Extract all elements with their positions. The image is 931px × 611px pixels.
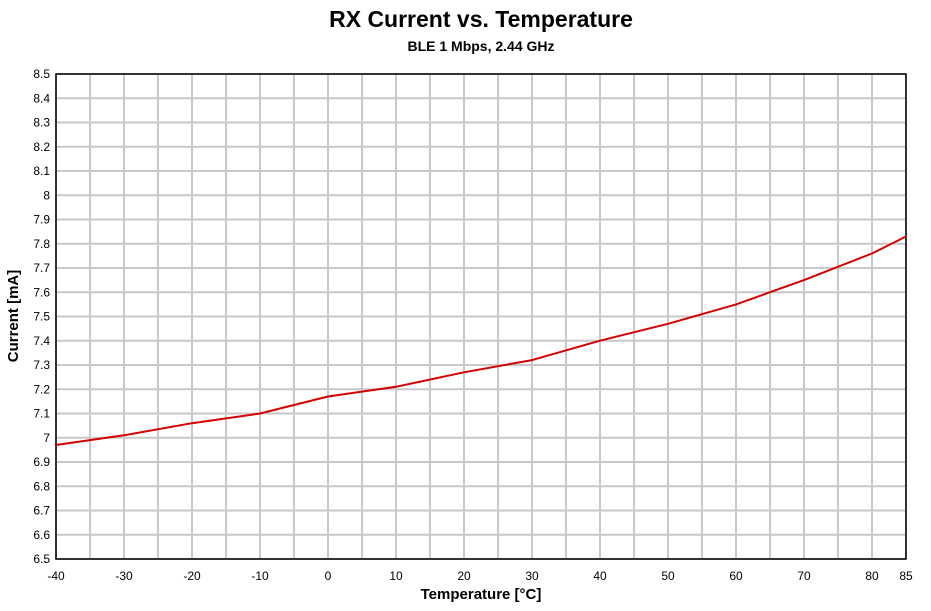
data-point xyxy=(599,339,601,342)
data-point xyxy=(667,322,669,325)
series-line xyxy=(55,235,907,446)
y-tick-label: 7.7 xyxy=(33,261,50,275)
grid xyxy=(55,73,907,560)
data-point xyxy=(327,395,329,398)
data-point xyxy=(123,434,125,437)
x-tick-label: 20 xyxy=(457,569,471,583)
y-tick-label: 7.4 xyxy=(33,334,50,348)
y-tick-label: 7.5 xyxy=(33,310,50,324)
plot-frame xyxy=(55,73,907,560)
x-tick-label: 10 xyxy=(389,569,403,583)
y-tick-label: 6.5 xyxy=(33,552,50,566)
y-tick-label: 7.3 xyxy=(33,358,50,372)
x-tick-label: 80 xyxy=(865,569,879,583)
y-tick-label: 8.4 xyxy=(33,91,50,105)
chart-title: RX Current vs. Temperature xyxy=(329,6,633,32)
x-tick-label: -40 xyxy=(47,569,65,583)
y-tick-label: 7.1 xyxy=(33,407,50,421)
y-tick-label: 8.2 xyxy=(33,140,50,154)
data-point xyxy=(905,235,907,238)
x-tick-label: -10 xyxy=(251,569,269,583)
data-point xyxy=(531,359,533,361)
x-tick-labels: -40 -30 -20 -10 0 10 20 30 40 50 60 70 80 85 xyxy=(47,569,913,583)
y-tick-label: 6.7 xyxy=(33,504,50,518)
y-tick-label: 7 xyxy=(43,431,50,445)
y-tick-label: 6.6 xyxy=(33,528,50,542)
data-point xyxy=(191,422,193,425)
x-tick-label: 60 xyxy=(729,569,743,583)
y-tick-label: 7.6 xyxy=(33,285,50,299)
x-tick-label: 70 xyxy=(797,569,811,583)
y-tick-label: 7.2 xyxy=(33,382,50,396)
data-point xyxy=(395,386,397,388)
y-axis-label: Current [mA] xyxy=(5,270,22,363)
data-point xyxy=(735,303,737,306)
y-tick-label: 6.9 xyxy=(33,455,50,469)
x-tick-label: 0 xyxy=(325,569,332,583)
y-tick-label: 8.1 xyxy=(33,164,50,178)
x-tick-label: -30 xyxy=(115,569,133,583)
data-point xyxy=(871,252,873,255)
x-tick-label: 30 xyxy=(525,569,539,583)
data-point xyxy=(803,279,805,281)
y-tick-label: 8.3 xyxy=(33,116,50,130)
data-point xyxy=(55,444,57,446)
data-point xyxy=(259,412,261,415)
y-tick-label: 7.8 xyxy=(33,237,50,251)
y-tick-label: 6.8 xyxy=(33,479,50,493)
y-tick-label: 7.9 xyxy=(33,213,50,227)
x-tick-label: -20 xyxy=(183,569,201,583)
y-tick-labels: 6.5 6.6 6.7 6.8 6.9 7 7.1 7.2 7.3 7.4 7.5 7.6 7.7 7.8… xyxy=(33,67,50,566)
x-tick-label: 85 xyxy=(899,569,913,583)
x-axis-label: Temperature [°C] xyxy=(421,586,542,603)
data-point xyxy=(463,371,465,374)
x-tick-label: 50 xyxy=(661,569,675,583)
chart-subtitle: BLE 1 Mbps, 2.44 GHz xyxy=(407,38,555,54)
series-group xyxy=(55,235,907,446)
x-tick-label: 40 xyxy=(593,569,607,583)
y-tick-label: 8.5 xyxy=(33,67,50,81)
y-tick-label: 8 xyxy=(43,188,50,202)
